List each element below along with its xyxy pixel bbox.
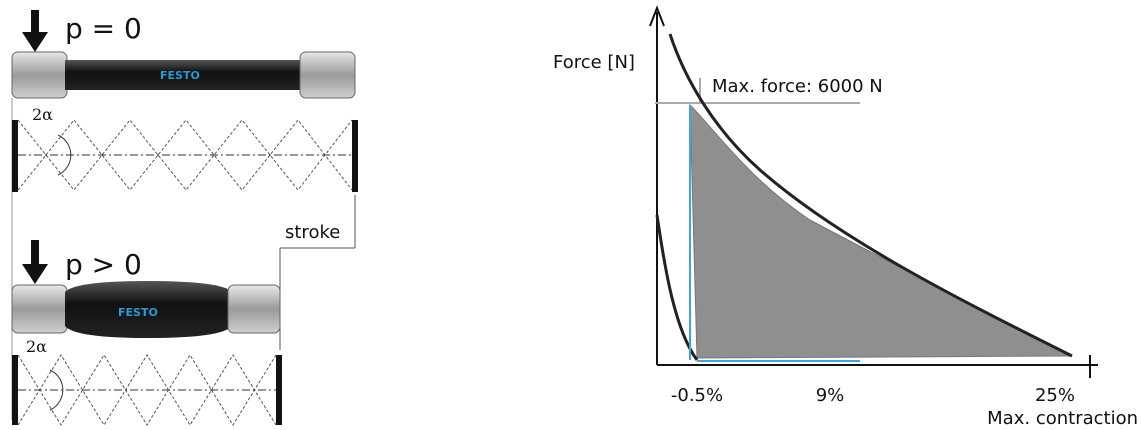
- x-tick-label: -0.5%: [671, 385, 723, 406]
- x-tick-label: 25%: [1035, 385, 1075, 406]
- pressure-label: p = 0: [65, 12, 142, 45]
- muscle-relaxed: p = 0 FESTO 2α: [12, 10, 358, 420]
- brand-label: FESTO: [160, 69, 200, 82]
- x-axis-label: Max. contraction: [987, 408, 1138, 429]
- stroke-label: stroke: [285, 222, 340, 243]
- brand-label: FESTO: [118, 306, 158, 319]
- figure: p = 0 FESTO 2α stroke p > 0 FESTO 2α: [0, 0, 1142, 430]
- y-axis-label: Force [N]: [553, 52, 635, 73]
- force-graph: Force [N] Max. force: 6000 N -0.5% 9% 25…: [553, 8, 1138, 429]
- muscle-contracted: p > 0 FESTO 2α: [12, 240, 282, 425]
- max-force-label: Max. force: 6000 N: [712, 76, 883, 97]
- x-tick-label: 9%: [816, 385, 845, 406]
- angle-label: 2α: [32, 105, 53, 124]
- angle-label: 2α: [26, 337, 47, 356]
- pressure-label: p > 0: [65, 248, 142, 281]
- stroke-dimension: stroke: [280, 195, 355, 350]
